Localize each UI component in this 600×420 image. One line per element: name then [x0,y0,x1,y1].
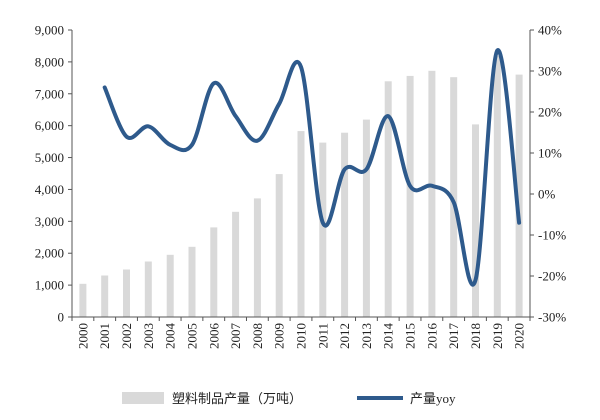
x-tick-label: 2003 [141,323,156,349]
bar-2004 [166,254,174,317]
x-tick-label: 2004 [163,322,178,349]
bar-2010 [297,131,305,317]
left-tick-label: 0 [58,310,65,325]
x-tick-label: 2019 [490,323,505,349]
x-tick-label: 2009 [272,323,287,349]
left-tick-label: 8,000 [35,54,64,69]
left-tick-label: 9,000 [35,23,64,38]
x-tick-label: 2000 [75,323,90,349]
right-tick-label: 40% [538,23,562,38]
bar-2000 [79,283,87,317]
x-tick-label: 2002 [119,323,134,349]
bar-2018 [472,124,479,318]
bar-2017 [450,77,458,317]
legend-bar-label: 塑料制品产量（万吨） [172,391,302,406]
x-tick-label: 2006 [206,323,221,350]
left-tick-label: 4,000 [35,182,64,197]
bar-2012 [341,132,349,317]
x-tick-label: 2012 [337,323,352,349]
x-tick-label: 2018 [468,323,483,349]
bar-2003 [144,261,152,317]
right-tick-label: -30% [538,310,566,325]
axes-layer: 0 1,000 2,000 3,000 4,000 5,000 6,000 7,000 8,00… [35,23,567,350]
left-tick-label: 5,000 [35,150,64,165]
bar-2005 [188,246,196,317]
bar-2007 [232,211,240,317]
bar-2006 [210,227,218,317]
left-tick-label: 2,000 [35,246,64,261]
bar-2019 [493,56,501,317]
x-tick-label: 2001 [97,323,112,349]
yoy-line [102,48,522,287]
left-tick-label: 6,000 [35,118,64,133]
bar-2001 [101,275,109,317]
left-tick-label: 1,000 [35,278,64,293]
bar-2002 [123,269,130,317]
bar-2020 [515,74,523,317]
bar-2009 [275,174,283,317]
x-tick-label: 2007 [228,323,243,350]
x-tick-label: 2020 [512,323,527,349]
right-tick-label: 20% [538,105,562,120]
right-tick-label: 30% [538,64,562,79]
bars-layer [79,56,523,318]
legend: 塑料制品产量（万吨） 产量yoy [122,391,456,406]
x-tick-label: 2010 [294,323,309,349]
x-tick-label: 2013 [359,323,374,349]
right-tick-label: -10% [538,228,566,243]
left-tick-label: 3,000 [35,214,64,229]
bar-2014 [384,81,392,317]
bar-2008 [253,198,261,317]
x-tick-label: 2016 [424,323,439,350]
x-tick-label: 2017 [446,323,461,350]
x-tick-label: 2011 [315,323,330,349]
right-tick-label: 10% [538,146,562,161]
bar-2013 [362,119,370,317]
x-tick-label: 2005 [185,323,200,349]
x-tick-label: 2015 [403,323,418,349]
x-tick-label: 2008 [250,323,265,349]
legend-bar-swatch [122,392,164,404]
x-tick-label: 2014 [381,322,396,349]
right-tick-label: -20% [538,269,566,284]
line-layer [102,48,522,287]
right-tick-label: 0% [538,187,556,202]
bar-2016 [428,70,436,317]
legend-line-label: 产量yoy [410,391,456,406]
left-tick-label: 7,000 [35,86,64,101]
bar-2011 [319,142,327,317]
bar-2015 [406,75,414,318]
